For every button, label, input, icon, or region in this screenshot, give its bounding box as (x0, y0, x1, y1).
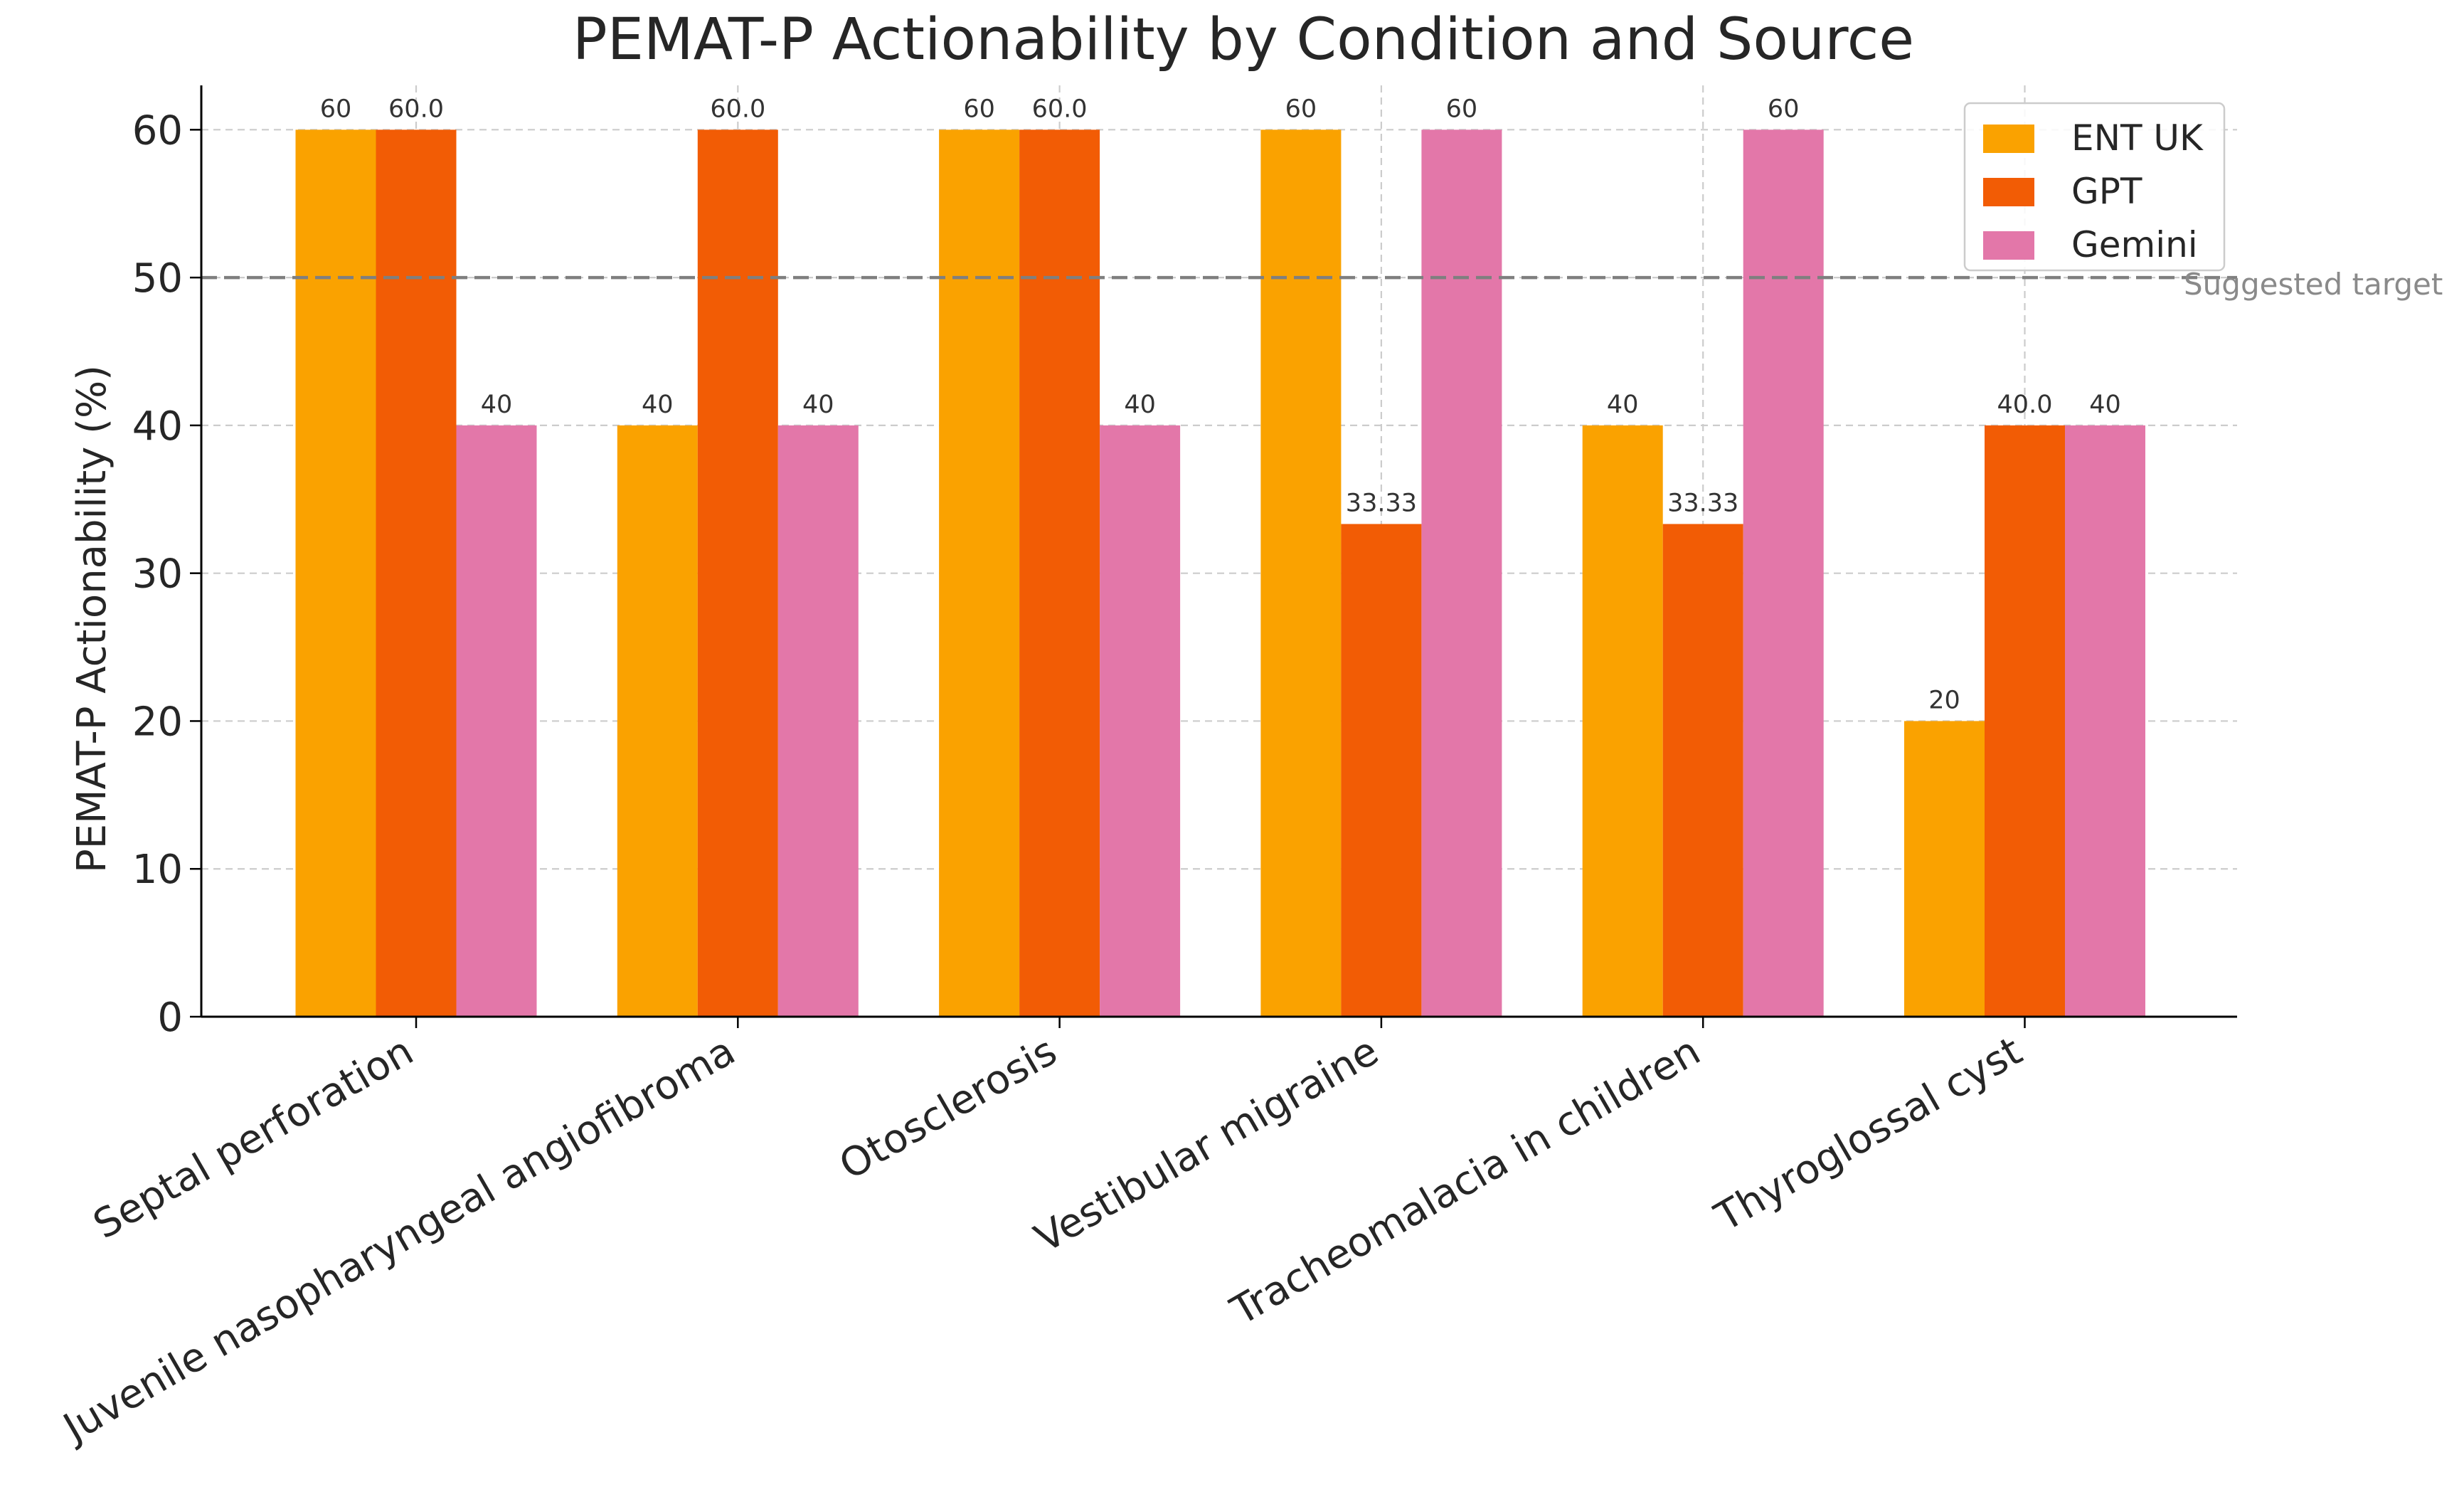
x-tick-label: Juvenile nasopharyngeal angiofibroma (54, 1028, 743, 1452)
data-label: 60 (1768, 95, 1800, 123)
data-label: 33.33 (1667, 489, 1738, 517)
data-label: 40 (642, 391, 674, 419)
data-label: 60.0 (388, 95, 444, 123)
bar-ent-uk (1260, 129, 1342, 1017)
bar-gemini (456, 425, 537, 1017)
bar-ent-uk (295, 129, 376, 1017)
data-label: 60.0 (1032, 95, 1088, 123)
data-label: 60 (963, 95, 995, 123)
bar-gpt (697, 129, 778, 1017)
legend-label: GPT (2071, 171, 2142, 212)
data-label: 40 (1124, 391, 1156, 419)
y-tick-label: 50 (132, 255, 183, 302)
data-label: 40 (481, 391, 513, 419)
y-axis-label: PEMAT-P Actionability (%) (69, 365, 115, 873)
x-tick-label: Thyroglossal cyst (1707, 1028, 2030, 1241)
reference-line-label: Suggested target (2184, 267, 2443, 302)
bar-gemini (777, 425, 859, 1017)
y-tick-label: 60 (132, 107, 183, 154)
y-tick-label: 10 (132, 847, 183, 893)
chart-title: PEMAT-P Actionability by Condition and S… (573, 6, 1914, 73)
data-label: 60.0 (710, 95, 765, 123)
data-label: 60 (1285, 95, 1317, 123)
y-tick-label: 0 (157, 995, 183, 1041)
x-tick-label: Otosclerosis (832, 1028, 1064, 1189)
legend-label: ENT UK (2071, 117, 2204, 159)
bar-gpt (1019, 129, 1100, 1017)
bar-gemini (1743, 129, 1824, 1017)
bar-gpt (1662, 524, 1743, 1017)
data-label: 60 (320, 95, 352, 123)
legend-swatch (1983, 125, 2034, 153)
bar-ent-uk (1904, 721, 1985, 1017)
bar-gemini (1421, 129, 1502, 1017)
data-label: 40.0 (1997, 391, 2053, 419)
legend-swatch (1983, 231, 2034, 260)
bar-ent-uk (939, 129, 1020, 1017)
y-tick-label: 30 (132, 551, 183, 598)
bar-gemini (2065, 425, 2145, 1017)
x-tick-label: Vestibular migraine (1027, 1028, 1386, 1262)
bar-gpt (376, 129, 457, 1017)
legend-label: Gemini (2071, 224, 2198, 265)
bar-gpt (1341, 524, 1422, 1017)
data-label: 40 (2089, 391, 2121, 419)
y-tick-label: 20 (132, 699, 183, 745)
data-label: 33.33 (1346, 489, 1417, 517)
data-label: 40 (802, 391, 834, 419)
data-label: 40 (1607, 391, 1639, 419)
x-tick-label: Septal perforation (86, 1028, 421, 1249)
data-label: 60 (1446, 95, 1478, 123)
bar-gpt (1985, 425, 2065, 1017)
bar-gemini (1100, 425, 1181, 1017)
bar-ent-uk (1582, 425, 1663, 1017)
y-tick-label: 40 (132, 403, 183, 450)
data-label: 20 (1928, 686, 1960, 714)
bar-ent-uk (617, 425, 698, 1017)
legend-swatch (1983, 178, 2034, 206)
